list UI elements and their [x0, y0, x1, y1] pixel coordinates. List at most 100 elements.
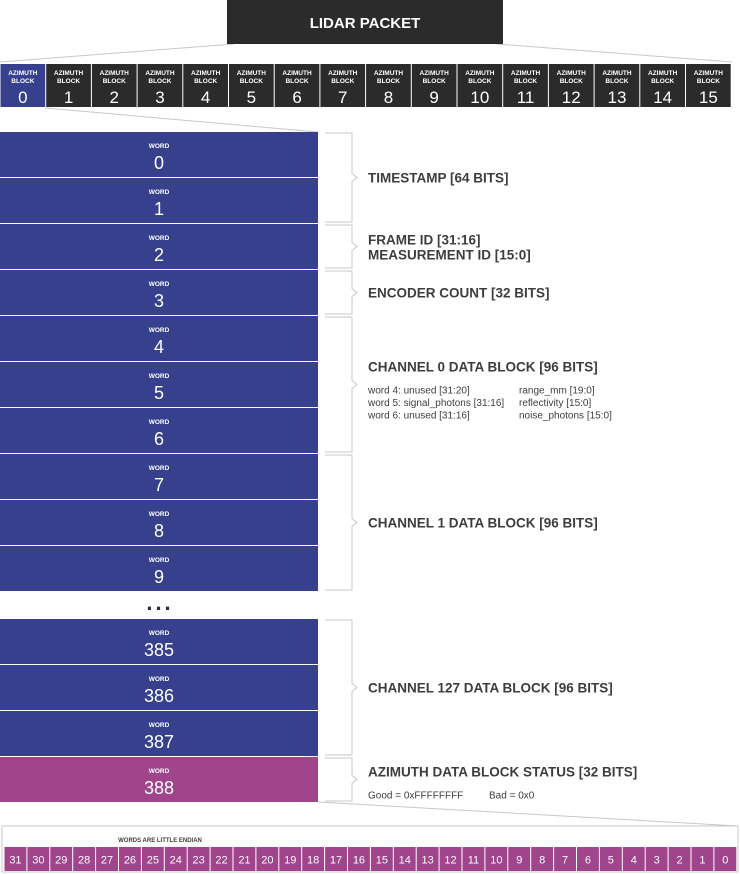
azimuth-block-number: 0 — [18, 88, 27, 107]
bit-number: 18 — [307, 855, 319, 867]
word-387: WORD 387 — [0, 711, 318, 756]
bit-cell-box — [73, 847, 96, 871]
word-column: WORD 0 WORD 1 WORD 2 WORD 3 WORD 4 WORD 5 WORD 6 WORD 7… — [0, 132, 318, 802]
bit-number: 21 — [238, 855, 250, 867]
field-title: CHANNEL 1 DATA BLOCK [96 BITS] — [368, 516, 598, 531]
azimuth-block-number: 15 — [699, 88, 718, 107]
field-detail-right: noise_photons [15:0] — [519, 411, 612, 422]
bit-cell-box — [4, 847, 27, 871]
azimuth-block-label-line2: BLOCK — [697, 78, 720, 85]
bit-cell-14: 14 — [393, 847, 416, 871]
word-label: WORD — [149, 511, 170, 518]
bit-cell-19: 19 — [279, 847, 302, 871]
azimuth-block-number: 1 — [64, 88, 73, 107]
word-number: 7 — [154, 475, 164, 495]
word-number: 8 — [154, 521, 164, 541]
bit-number: 24 — [170, 855, 182, 867]
word-number: 4 — [154, 337, 164, 357]
bit-cell-10: 10 — [485, 847, 508, 871]
packet-header: LIDAR PACKET — [227, 0, 503, 44]
word-label: WORD — [149, 768, 170, 775]
header-guide-left — [0, 43, 235, 63]
field-detail-left: word 5: signal_photons [31:16] — [367, 398, 504, 409]
bit-cell-9: 9 — [508, 847, 531, 871]
bit-cell-2: 2 — [668, 847, 691, 871]
word-1: WORD 1 — [0, 178, 318, 223]
bit-cell-13: 13 — [416, 847, 439, 871]
azimuth-block-number: 11 — [517, 88, 535, 107]
azimuth-block-row: AZIMUTHBLOCK0AZIMUTHBLOCK1AZIMUTHBLOCK2A… — [0, 64, 731, 107]
azimuth-block-label-line1: AZIMUTH — [511, 70, 541, 77]
azimuth-block-label-line2: BLOCK — [103, 78, 126, 85]
bit-number: 2 — [676, 855, 682, 867]
azimuth-block-number: 10 — [470, 88, 489, 107]
field-detail-left: word 4: unused [31:20] — [367, 386, 470, 397]
word-385: WORD 385 — [0, 619, 318, 664]
azimuth-block-box — [137, 64, 183, 107]
field-title-line2: MEASUREMENT ID [15:0] — [368, 248, 531, 263]
azimuth-block-box — [503, 64, 548, 107]
azimuth-block-label-line2: BLOCK — [194, 78, 217, 85]
azimuth-block-label-line1: AZIMUTH — [694, 70, 724, 77]
word-box — [0, 711, 318, 756]
azimuth-block-number: 4 — [201, 88, 210, 107]
word-box — [0, 408, 318, 453]
field-detail-left: word 6: unused [31:16] — [367, 411, 470, 422]
azimuth-block-box — [457, 64, 503, 107]
header-guide-right — [495, 43, 733, 63]
word-7: WORD 7 — [0, 454, 318, 499]
word-box — [0, 270, 318, 315]
word-label: WORD — [149, 281, 170, 288]
bit-cell-24: 24 — [164, 847, 187, 871]
bit-cell-20: 20 — [256, 847, 279, 871]
bit-cell-box — [210, 847, 233, 871]
bit-cell-7: 7 — [554, 847, 576, 871]
bit-cell-11: 11 — [462, 847, 485, 871]
bit-number: 12 — [444, 855, 456, 867]
azimuth-block-label-line1: AZIMUTH — [602, 70, 632, 77]
field-detail-right: Bad = 0x0 — [489, 791, 535, 802]
word-number: 385 — [144, 640, 174, 660]
azimuth-block-number: 6 — [292, 88, 301, 107]
word-number: 387 — [144, 732, 174, 752]
word-box — [0, 224, 318, 269]
bit-cell-box — [531, 847, 554, 871]
field-bracket-3 — [325, 316, 358, 453]
bit-cell-box — [279, 847, 302, 871]
azimuth-block-label-line1: AZIMUTH — [145, 70, 175, 77]
field-bracket-0 — [325, 132, 358, 223]
word-number: 388 — [144, 778, 174, 798]
word-number: 2 — [154, 245, 164, 265]
azimuth-block-label-line1: AZIMUTH — [648, 70, 678, 77]
azimuth-block-label-line1: AZIMUTH — [557, 70, 587, 77]
bit-cell-8: 8 — [531, 847, 554, 871]
bit-number: 16 — [353, 855, 365, 867]
field-bracket-2 — [325, 270, 358, 315]
word-386: WORD 386 — [0, 665, 318, 710]
bit-cell-23: 23 — [187, 847, 210, 871]
bit-cell-22: 22 — [210, 847, 233, 871]
word-box — [0, 178, 318, 223]
bit-cell-box — [370, 847, 393, 871]
word-label: WORD — [149, 557, 170, 564]
bit-cell-box — [691, 847, 714, 871]
azimuth-block-label-line2: BLOCK — [331, 78, 354, 85]
word-number: 6 — [154, 429, 164, 449]
bit-number: 7 — [562, 855, 568, 867]
